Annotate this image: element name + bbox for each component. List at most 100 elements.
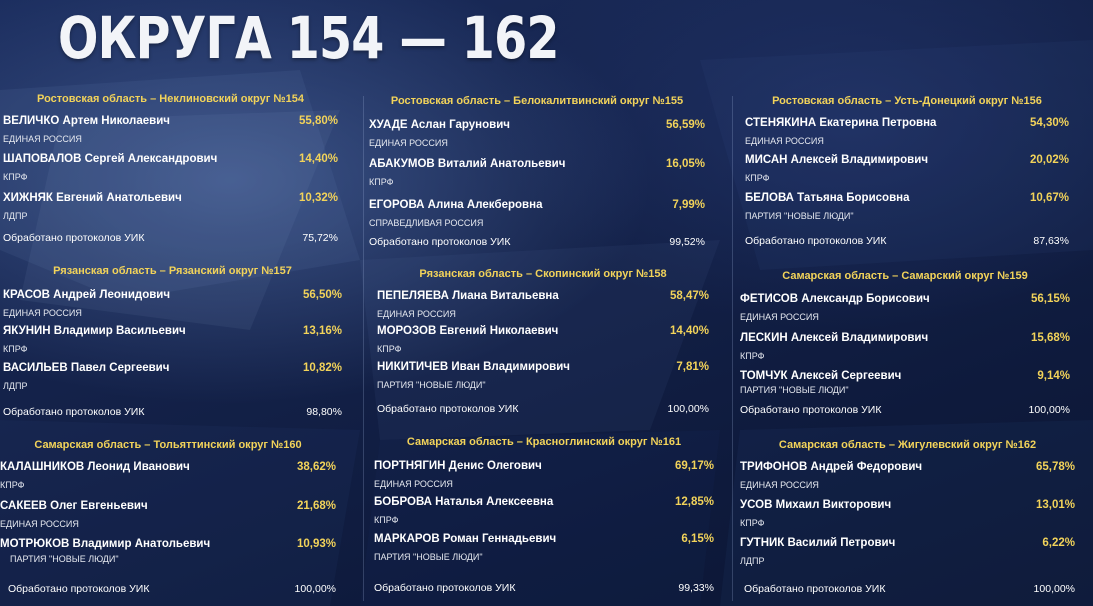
processed-label: Обработано протоколов УИК: [745, 235, 887, 247]
candidate-party: КПРФ: [740, 351, 765, 361]
processed-label: Обработано протоколов УИК: [374, 582, 516, 594]
candidate-name: БОБРОВА Наталья Алексеевна: [374, 496, 554, 508]
candidate-percent: 14,40%: [298, 153, 338, 165]
candidate-party: ЛДПР: [740, 556, 765, 566]
processed-value: 75,72%: [302, 232, 338, 244]
processed-value: 100,00%: [667, 403, 709, 415]
candidate-percent: 6,22%: [1042, 537, 1075, 549]
district-card-158: Рязанская область – Скопинский округ №15…: [377, 268, 709, 428]
page-title: ОКРУГА 154 — 162: [58, 4, 559, 72]
candidate-name: КАЛАШНИКОВ Леонид Иванович: [0, 461, 190, 473]
candidate-party: ПАРТИЯ "НОВЫЕ ЛЮДИ": [745, 211, 854, 221]
candidate-party: ЕДИНАЯ РОССИЯ: [745, 136, 824, 146]
candidate-name: МОРОЗОВ Евгений Николаевич: [377, 325, 559, 337]
candidate-name: ЕГОРОВА Алина Алекберовна: [369, 199, 543, 211]
candidate-party: ЕДИНАЯ РОССИЯ: [3, 134, 82, 144]
processed-value: 100,00%: [1033, 583, 1075, 595]
district-card-160: Самарская область – Тольяттинский округ …: [0, 439, 336, 599]
candidate-name: ГУТНИК Василий Петрович: [740, 537, 896, 549]
district-card-162: Самарская область – Жигулевский округ №1…: [740, 439, 1075, 599]
candidate-party: ЕДИНАЯ РОССИЯ: [740, 312, 819, 322]
district-header: Ростовская область – Усть-Донецкий округ…: [772, 95, 1042, 107]
processed-value: 99,52%: [669, 236, 705, 248]
candidate-percent: 13,16%: [302, 325, 342, 337]
candidate-name: ВЕЛИЧКО Артем Николаевич: [3, 115, 170, 127]
candidate-name: НИКИТИЧЕВ Иван Владимирович: [377, 361, 570, 373]
candidate-name: ХУАДЕ Аслан Гарунович: [369, 119, 510, 131]
candidate-percent: 10,32%: [298, 192, 338, 204]
processed-label: Обработано протоколов УИК: [740, 404, 882, 416]
candidate-party: ПАРТИЯ "НОВЫЕ ЛЮДИ": [10, 554, 119, 564]
candidate-percent: 55,80%: [298, 115, 338, 127]
candidate-name: ВАСИЛЬЕВ Павел Сергеевич: [3, 362, 170, 374]
processed-value: 99,33%: [678, 582, 714, 594]
candidate-name: ПОРТНЯГИН Денис Олегович: [374, 460, 542, 472]
district-header: Самарская область – Жигулевский округ №1…: [778, 439, 1037, 451]
processed-label: Обработано протоколов УИК: [3, 232, 145, 244]
candidate-percent: 21,68%: [296, 500, 336, 512]
candidate-party: ЕДИНАЯ РОССИЯ: [740, 480, 819, 490]
district-header: Самарская область – Самарский округ №159: [782, 270, 1028, 282]
candidate-name: БЕЛОВА Татьяна Борисовна: [745, 192, 910, 204]
candidate-percent: 16,05%: [665, 158, 705, 170]
candidate-party: КПРФ: [377, 344, 402, 354]
candidate-name: СТЕНЯКИНА Екатерина Петровна: [745, 117, 937, 129]
candidate-percent: 56,59%: [665, 119, 705, 131]
candidate-party: ПАРТИЯ "НОВЫЕ ЛЮДИ": [377, 380, 486, 390]
candidate-name: КРАСОВ Андрей Леонидович: [3, 289, 171, 301]
candidate-name: ХИЖНЯК Евгений Анатольевич: [3, 192, 182, 204]
candidate-party: ПАРТИЯ "НОВЫЕ ЛЮДИ": [740, 385, 849, 395]
processed-label: Обработано протоколов УИК: [744, 583, 886, 595]
candidate-percent: 10,82%: [302, 362, 342, 374]
candidate-percent: 15,68%: [1030, 332, 1070, 344]
candidate-party: ЕДИНАЯ РОССИЯ: [3, 308, 82, 318]
candidate-party: КПРФ: [3, 172, 28, 182]
candidate-party: КПРФ: [3, 344, 28, 354]
column-divider-2: [732, 96, 733, 601]
district-header: Самарская область – Красноглинский округ…: [406, 436, 682, 448]
candidate-name: МАРКАРОВ Роман Геннадьевич: [374, 533, 557, 545]
candidate-name: УСОВ Михаил Викторович: [740, 499, 892, 511]
candidate-party: ЕДИНАЯ РОССИЯ: [0, 519, 79, 529]
district-header: Самарская область – Тольяттинский округ …: [34, 439, 302, 451]
district-card-155: Ростовская область – Белокалитвинский ок…: [369, 95, 705, 255]
candidate-party: КПРФ: [740, 518, 765, 528]
candidate-name: ПЕПЕЛЯЕВА Лиана Витальевна: [377, 290, 559, 302]
candidate-party: КПРФ: [0, 480, 25, 490]
candidate-percent: 10,93%: [296, 538, 336, 550]
candidate-party: СПРАВЕДЛИВАЯ РОССИЯ: [369, 218, 484, 228]
processed-label: Обработано протоколов УИК: [8, 583, 150, 595]
candidate-party: КПРФ: [745, 173, 770, 183]
candidate-percent: 13,01%: [1035, 499, 1075, 511]
processed-value: 100,00%: [294, 583, 336, 595]
processed-label: Обработано протоколов УИК: [3, 406, 145, 418]
candidate-percent: 58,47%: [669, 290, 709, 302]
candidate-party: ЛДПР: [3, 211, 28, 221]
candidate-name: АБАКУМОВ Виталий Анатольевич: [369, 158, 566, 170]
candidate-party: ПАРТИЯ "НОВЫЕ ЛЮДИ": [374, 552, 483, 562]
processed-label: Обработано протоколов УИК: [377, 403, 519, 415]
candidate-percent: 54,30%: [1029, 117, 1069, 129]
candidate-name: МИСАН Алексей Владимирович: [745, 154, 929, 166]
candidate-percent: 56,50%: [302, 289, 342, 301]
candidate-party: ЕДИНАЯ РОССИЯ: [377, 309, 456, 319]
candidate-name: ТОМЧУК Алексей Сергеевич: [740, 370, 902, 382]
district-header: Ростовская область – Белокалитвинский ок…: [390, 95, 684, 107]
candidate-party: ЛДПР: [3, 381, 28, 391]
candidate-percent: 65,78%: [1035, 461, 1075, 473]
column-divider-1: [363, 96, 364, 601]
candidate-percent: 7,81%: [676, 361, 709, 373]
district-card-154: Ростовская область – Неклиновский округ …: [3, 93, 338, 253]
candidate-percent: 10,67%: [1029, 192, 1069, 204]
district-header: Ростовская область – Неклиновский округ …: [37, 93, 304, 105]
processed-value: 100,00%: [1028, 404, 1070, 416]
candidate-percent: 56,15%: [1030, 293, 1070, 305]
district-header: Рязанская область – Рязанский округ №157: [53, 265, 292, 277]
candidate-percent: 69,17%: [674, 460, 714, 472]
candidate-percent: 14,40%: [669, 325, 709, 337]
district-card-161: Самарская область – Красноглинский округ…: [374, 436, 714, 596]
candidate-party: КПРФ: [369, 177, 394, 187]
candidate-name: ЛЕСКИН Алексей Владимирович: [740, 332, 929, 344]
candidate-name: ЯКУНИН Владимир Васильевич: [3, 325, 186, 337]
processed-value: 87,63%: [1033, 235, 1069, 247]
